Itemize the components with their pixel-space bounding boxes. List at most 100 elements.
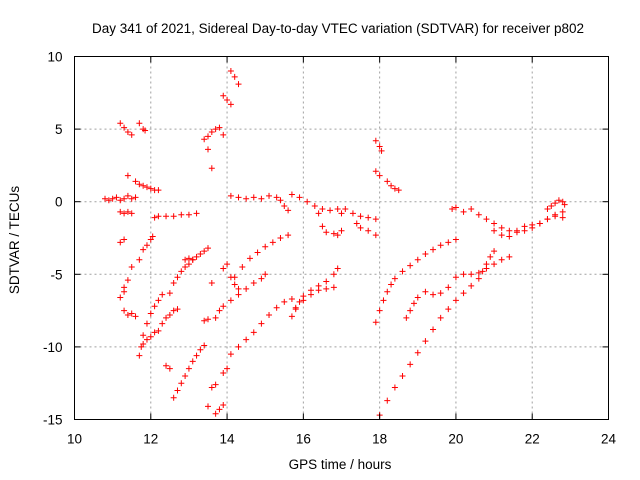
data-point [384, 178, 391, 185]
series-sat-s [201, 316, 211, 324]
data-point [231, 274, 238, 281]
data-point [378, 147, 385, 154]
data-point [250, 280, 257, 287]
series-sat-t [208, 280, 215, 287]
data-point [483, 265, 490, 272]
data-point [491, 248, 498, 255]
data-point [407, 307, 414, 314]
data-point [559, 214, 566, 221]
data-point [182, 256, 189, 263]
x-tick-label: 18 [372, 432, 387, 447]
data-point [140, 340, 147, 347]
data-point [239, 264, 246, 271]
data-point [205, 133, 211, 140]
data-point [170, 280, 177, 287]
data-point [498, 232, 505, 239]
y-tick-label: 0 [55, 195, 63, 210]
data-point [231, 73, 238, 80]
data-point [430, 326, 437, 333]
y-tick-label: -15 [43, 413, 63, 428]
data-point [372, 232, 379, 239]
series-sat-a [102, 192, 139, 204]
data-point [410, 300, 417, 307]
data-point [384, 397, 391, 404]
data-point [334, 232, 341, 239]
data-point [552, 200, 559, 207]
data-point [498, 224, 505, 231]
data-point [395, 187, 402, 194]
data-point [288, 313, 295, 320]
series-sat-y [220, 365, 231, 377]
data-point [220, 265, 227, 272]
data-point [185, 255, 192, 262]
series-sat-g [117, 236, 128, 246]
data-point [121, 236, 128, 243]
data-point [296, 298, 303, 305]
data-point [391, 185, 398, 192]
data-point [121, 307, 128, 314]
series-sat-ad [227, 68, 242, 88]
data-point [128, 210, 135, 217]
data-point [491, 261, 498, 268]
series-sat-d [124, 172, 162, 194]
series-sat-aj [288, 191, 341, 214]
data-point [372, 319, 379, 326]
series-sat-ag [231, 232, 292, 281]
data-point [170, 394, 177, 401]
data-point [521, 223, 528, 230]
data-point [143, 242, 150, 249]
data-point [132, 313, 139, 320]
data-point [174, 306, 181, 313]
data-point [224, 97, 231, 104]
data-point [273, 304, 280, 311]
data-point [491, 220, 498, 227]
data-point [479, 268, 486, 275]
series-sat-av [491, 213, 566, 240]
data-point [288, 191, 295, 198]
data-point [342, 205, 349, 212]
data-point [384, 288, 391, 295]
data-point [334, 265, 341, 272]
data-point [544, 205, 551, 212]
data-point [399, 268, 406, 275]
data-point [292, 304, 299, 311]
data-point [128, 310, 135, 317]
data-point [178, 380, 185, 387]
data-point [258, 275, 265, 282]
data-point [323, 229, 330, 236]
data-point [475, 269, 482, 276]
series-sat-aa [205, 146, 215, 172]
data-point [281, 203, 288, 210]
data-point [208, 165, 215, 172]
data-point [212, 126, 219, 133]
chart-title: Day 341 of 2021, Sidereal Day-to-day VTE… [92, 21, 584, 36]
data-point [338, 210, 345, 217]
data-point [357, 213, 364, 220]
data-point [227, 192, 234, 199]
data-point [460, 290, 467, 297]
data-point [388, 182, 395, 189]
data-point [136, 120, 143, 127]
data-point [513, 227, 520, 234]
data-point [178, 211, 185, 218]
data-point [544, 216, 551, 223]
data-point [124, 311, 131, 318]
data-point [136, 256, 143, 263]
x-tick-label: 14 [220, 432, 236, 447]
data-point [193, 253, 200, 260]
data-point [235, 285, 242, 292]
series-sat-j [121, 307, 139, 320]
series-sat-o [182, 255, 196, 263]
data-point [399, 372, 406, 379]
data-point [311, 203, 318, 210]
data-point [227, 68, 234, 75]
data-point [117, 294, 124, 301]
data-point [536, 220, 543, 227]
data-point [227, 101, 234, 108]
data-point [269, 239, 276, 246]
data-point [281, 298, 288, 305]
data-point [124, 208, 131, 215]
data-point [319, 223, 326, 230]
data-point [365, 214, 372, 221]
data-point [163, 213, 170, 220]
